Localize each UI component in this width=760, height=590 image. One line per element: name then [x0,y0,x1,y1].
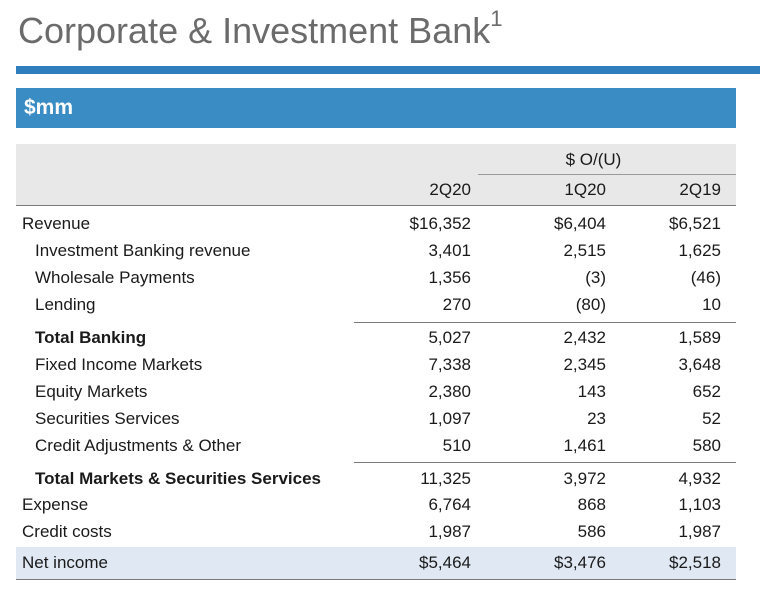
table-row-total-banking: Total Banking 5,027 2,432 1,589 [16,324,736,351]
cell-2q20: 6,764 [428,495,471,514]
row-label: Revenue [22,214,91,233]
title-text: Corporate & Investment Bank [18,10,491,51]
row-label: Total Markets & Securities Services [35,469,321,488]
row-label: Securities Services [35,409,180,428]
cell-2q19: 1,987 [678,522,721,541]
cell-2q19: 1,103 [678,495,721,514]
row-label: Credit Adjustments & Other [35,436,241,455]
table-row-investment-banking: Investment Banking revenue 3,401 2,515 1… [16,237,736,264]
row-label: Investment Banking revenue [35,241,251,260]
cell-1q20: 868 [577,495,606,514]
column-header-2q20: 2Q20 [429,180,471,199]
cell-1q20: $3,476 [554,553,606,572]
cell-1q20: (80) [575,295,606,314]
cell-2q19: 580 [692,436,721,455]
cell-2q19: (46) [690,268,721,287]
table-row-equity-markets: Equity Markets 2,380 143 652 [16,378,736,405]
cell-2q19: $2,518 [669,553,721,572]
cell-2q19: 652 [692,382,721,401]
cell-2q20: 510 [442,436,471,455]
row-label: Credit costs [22,522,112,541]
cell-2q19: 1,625 [678,241,721,260]
header-bottom-rule [16,205,736,206]
subtotal-rule [354,322,736,323]
cell-1q20: (3) [585,268,606,287]
cell-2q19: 3,648 [678,355,721,374]
row-label: Wholesale Payments [35,268,195,287]
unit-label: $mm [24,96,74,119]
cell-1q20: 1,461 [563,436,606,455]
table-row-revenue: Revenue $16,352 $6,404 $6,521 [16,210,736,237]
cell-2q20: 1,356 [428,268,471,287]
row-label: Equity Markets [35,382,148,401]
cell-2q19: 10 [702,295,721,314]
cell-2q20: 1,987 [428,522,471,541]
table-bottom-rule [16,579,736,580]
cell-1q20: 2,345 [563,355,606,374]
cell-1q20: $6,404 [554,214,606,233]
title-footnote: 1 [490,6,503,31]
table-row-net-income: Net income $5,464 $3,476 $2,518 [16,547,736,579]
table-row-credit-costs: Credit costs 1,987 586 1,987 [16,518,736,545]
row-label: Fixed Income Markets [35,355,203,374]
unit-bar: $mm [16,88,736,128]
cell-2q20: 1,097 [428,409,471,428]
column-header-1q20: 1Q20 [564,180,606,199]
table-row-expense: Expense 6,764 868 1,103 [16,491,736,518]
table-row-wholesale-payments: Wholesale Payments 1,356 (3) (46) [16,264,736,291]
row-label: Lending [35,295,96,314]
cell-1q20: 586 [577,522,606,541]
table-row-fixed-income: Fixed Income Markets 7,338 2,345 3,648 [16,351,736,378]
table-row-securities-services: Securities Services 1,097 23 52 [16,405,736,432]
table-row-credit-adjustments: Credit Adjustments & Other 510 1,461 580 [16,432,736,459]
cell-2q20: 2,380 [428,382,471,401]
header-band [16,144,736,206]
cell-2q19: 4,932 [678,469,721,488]
cell-2q20: 3,401 [428,241,471,260]
cell-2q20: 11,325 [420,469,471,488]
row-label: Net income [22,553,108,572]
cell-2q19: 52 [702,409,721,428]
cell-1q20: 2,515 [563,241,606,260]
row-label: Total Banking [35,328,147,347]
table-row-lending: Lending 270 (80) 10 [16,291,736,318]
cell-2q20: $5,464 [419,553,471,572]
cell-2q19: 1,589 [678,328,721,347]
table-row-total-markets: Total Markets & Securities Services 11,3… [16,465,736,492]
cell-2q20: 7,338 [428,355,471,374]
title-rule [16,66,760,74]
column-header-2q19: 2Q19 [679,180,721,199]
variance-group-rule [478,174,736,175]
cell-2q19: $6,521 [669,214,721,233]
cell-1q20: 143 [577,382,606,401]
cell-2q20: 5,027 [428,328,471,347]
cell-1q20: 2,432 [563,328,606,347]
variance-group-header: $ O/(U) [565,150,622,169]
cell-1q20: 3,972 [563,469,606,488]
row-label: Expense [22,495,89,514]
cell-2q20: 270 [442,295,471,314]
cell-1q20: 23 [587,409,606,428]
page-title: Corporate & Investment Bank1 [18,6,503,52]
cell-2q20: $16,352 [409,214,471,233]
subtotal-rule [354,462,736,463]
